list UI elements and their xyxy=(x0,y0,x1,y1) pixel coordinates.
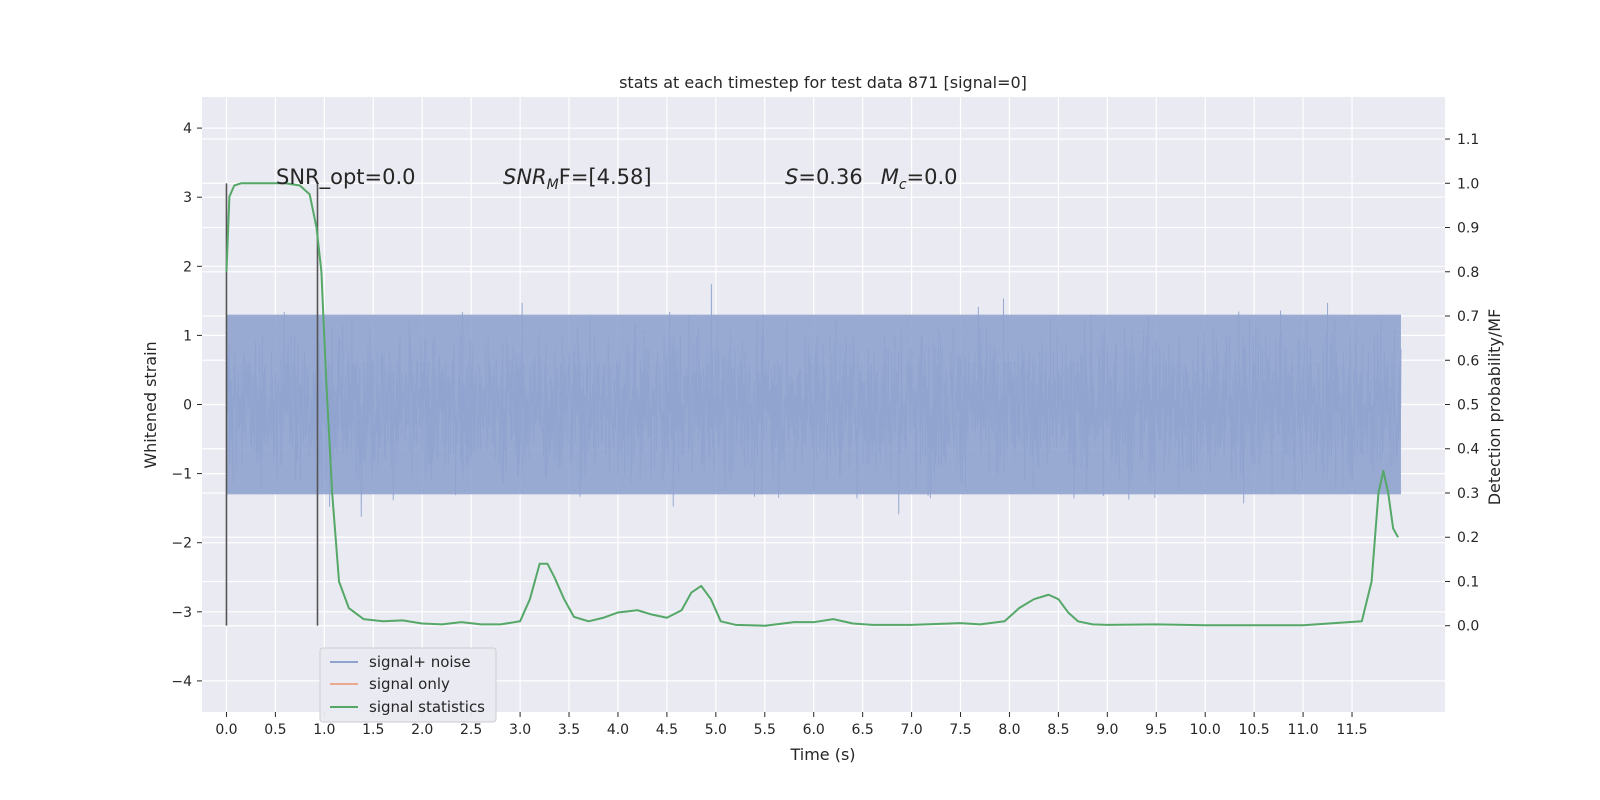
signal-statistics-line xyxy=(225,182,1399,627)
x-axis-ticks: 0.0 0.5 1.0 1.5 2.0 2.5 3.0 3.5 4.0 4.5 5.0 5.5 6.0 6… xyxy=(215,712,1368,738)
x-tick-label-22: 11.0 xyxy=(1287,722,1318,738)
x-tick-label-10: 5.0 xyxy=(705,722,727,738)
y-tick-label-1: −3 xyxy=(171,605,192,621)
x-tick-label-7: 3.5 xyxy=(558,722,580,738)
series-signal-noise xyxy=(225,284,1402,517)
x-tick-label-21: 10.5 xyxy=(1239,722,1270,738)
y-tick-label-8: 4 xyxy=(183,121,192,137)
legend: signal+ noise signal only signal statist… xyxy=(319,647,497,723)
x-tick-label-13: 6.5 xyxy=(852,722,874,738)
x-axis-label: Time (s) xyxy=(789,745,855,764)
x-tick-label-16: 8.0 xyxy=(998,722,1020,738)
y2-tick-label-7: 0.7 xyxy=(1457,309,1479,325)
annotation-s-mc: S=0.36 Mc=0.0 xyxy=(785,165,958,193)
chart-title: stats at each timestep for test data 871… xyxy=(619,73,1027,92)
y2-tick-label-0: 0.0 xyxy=(1457,619,1479,635)
y-tick-label-5: 1 xyxy=(183,328,192,344)
x-tick-label-2: 1.0 xyxy=(313,722,335,738)
y-axis-label: Whitened strain xyxy=(141,341,160,468)
y2-tick-label-4: 0.4 xyxy=(1457,442,1479,458)
y2-tick-label-9: 0.9 xyxy=(1457,221,1479,237)
y2-tick-label-3: 0.3 xyxy=(1457,486,1479,502)
y-tick-label-4: 0 xyxy=(183,398,192,414)
x-tick-label-8: 4.0 xyxy=(607,722,629,738)
y2-tick-label-2: 0.2 xyxy=(1457,530,1479,546)
x-tick-label-15: 7.5 xyxy=(949,722,971,738)
y2-tick-label-6: 0.6 xyxy=(1457,353,1479,369)
x-tick-label-17: 8.5 xyxy=(1047,722,1069,738)
legend-label-signal-only: signal only xyxy=(369,675,450,693)
x-tick-label-20: 10.0 xyxy=(1190,722,1221,738)
y-tick-label-7: 3 xyxy=(183,190,192,206)
x-tick-label-3: 1.5 xyxy=(362,722,384,738)
x-tick-label-23: 11.5 xyxy=(1336,722,1367,738)
y2-tick-label-11: 1.1 xyxy=(1457,132,1479,148)
y2-tick-label-5: 0.5 xyxy=(1457,398,1479,414)
x-tick-label-4: 2.0 xyxy=(411,722,433,738)
y2-tick-label-1: 0.1 xyxy=(1457,574,1479,590)
y-tick-label-3: −1 xyxy=(171,467,192,483)
y2-tick-label-10: 1.0 xyxy=(1457,176,1479,192)
x-tick-label-14: 7.0 xyxy=(900,722,922,738)
x-tick-label-9: 4.5 xyxy=(656,722,678,738)
series-signal-statistics xyxy=(225,182,1399,627)
x-tick-label-19: 9.5 xyxy=(1145,722,1167,738)
legend-label-signal-statistics: signal statistics xyxy=(369,698,485,716)
x-tick-label-0: 0.0 xyxy=(215,722,237,738)
y2-tick-label-8: 0.8 xyxy=(1457,265,1479,281)
x-tick-label-18: 9.0 xyxy=(1096,722,1118,738)
x-tick-label-6: 3.0 xyxy=(509,722,531,738)
y2-axis-label: Detection probability/MF xyxy=(1485,309,1504,506)
y-tick-label-2: −2 xyxy=(171,536,192,552)
x-tick-label-12: 6.0 xyxy=(803,722,825,738)
y-axis-ticks: −4 −3 −2 −1 0 1 2 3 4 xyxy=(171,121,202,690)
x-tick-label-11: 5.5 xyxy=(754,722,776,738)
signal-noise-core xyxy=(226,314,1401,495)
x-tick-label-5: 2.5 xyxy=(460,722,482,738)
annotation-snr-mf: SNRMF=[4.58] xyxy=(503,165,652,193)
x-tick-label-1: 0.5 xyxy=(264,722,286,738)
legend-box xyxy=(319,647,497,723)
legend-label-signal-noise: signal+ noise xyxy=(369,653,471,671)
y-tick-label-0: −4 xyxy=(171,674,192,690)
y2-axis-ticks: 0.0 0.1 0.2 0.3 0.4 0.5 0.6 0.7 0.8 0.9 1.0 1.1 xyxy=(1445,132,1479,635)
annotation-snr-opt: SNR_opt=0.0 xyxy=(276,165,416,190)
y-tick-label-6: 2 xyxy=(183,259,192,275)
